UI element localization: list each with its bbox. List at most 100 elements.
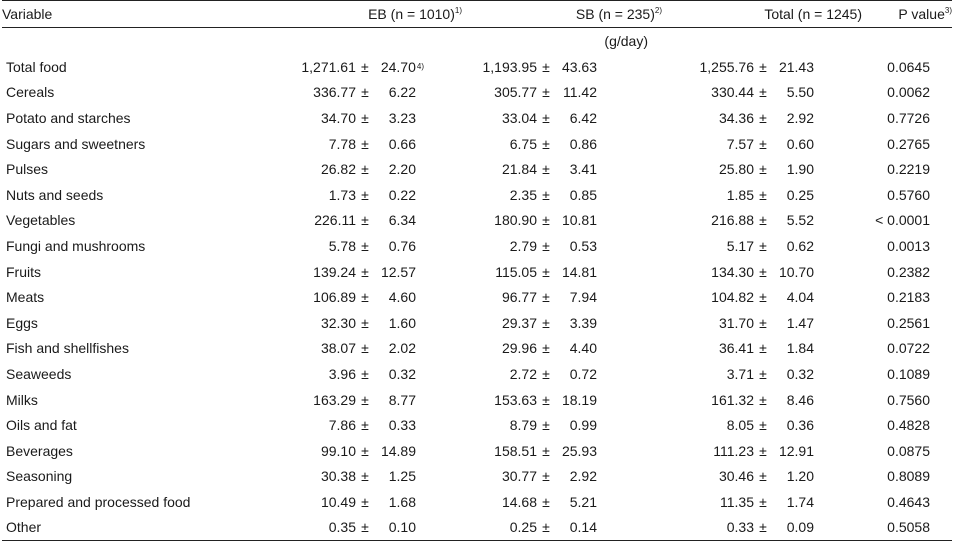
- total-mean: 330.44: [711, 84, 754, 101]
- sb-value-cell: 305.77 ±11.42: [462, 80, 662, 106]
- plus-minus-sign: ±: [759, 237, 767, 254]
- eb-sd: 1.60: [388, 314, 416, 331]
- row-p-value: < 0.0001: [875, 212, 930, 229]
- sb-sd: 0.85: [569, 186, 597, 203]
- plus-minus-sign: ±: [542, 186, 550, 203]
- total-mean: 34.36: [718, 109, 754, 126]
- eb-mean: 10.49: [320, 493, 356, 510]
- plus-minus-sign: ±: [361, 417, 369, 434]
- plus-minus-sign: ±: [759, 340, 767, 357]
- table-row: Fish and shellfishes 38.07 ±2.02 29.96 ±4.40…: [2, 336, 952, 362]
- row-variable-name: Prepared and processed food: [6, 493, 191, 510]
- total-value-cell: 7.57 ±0.60: [662, 131, 862, 157]
- total-sd: 0.60: [786, 135, 814, 152]
- plus-minus-sign: ±: [759, 468, 767, 485]
- total-value-cell: 34.36 ±2.92: [662, 105, 862, 131]
- sb-mean: 2.79: [509, 237, 537, 254]
- table-row: Total food 1,271.61 ±24.70 4) 1,193.95 ±43.63…: [2, 54, 952, 80]
- total-value-cell: 111.23 ±12.91: [662, 438, 862, 464]
- eb-value-cell: 7.86 ±0.33: [262, 412, 462, 438]
- eb-sd: 2.20: [388, 161, 416, 178]
- sb-sd: 6.42: [569, 109, 597, 126]
- row-p-value: 0.8089: [887, 468, 930, 485]
- eb-value-cell: 1,271.61 ±24.70 4): [301, 58, 424, 75]
- plus-minus-sign: ±: [759, 109, 767, 126]
- header-eb-footnote: 1): [454, 6, 462, 15]
- plus-minus-sign: ±: [759, 135, 767, 152]
- total-mean: 25.80: [718, 161, 754, 178]
- eb-sd: 8.77: [388, 391, 416, 408]
- row-variable-name: Seasoning: [6, 468, 73, 485]
- sb-mean: 29.37: [501, 314, 537, 331]
- row-variable-name: Beverages: [6, 442, 73, 459]
- eb-value-cell: 38.07 ±2.02: [262, 336, 462, 362]
- sb-sd: 25.93: [561, 442, 597, 459]
- total-sd: 1.20: [786, 468, 814, 485]
- eb-sd: 3.23: [388, 109, 416, 126]
- sb-mean: 21.84: [501, 161, 537, 178]
- header-variable: Variable: [2, 0, 262, 28]
- header-sb: SB (n = 235)2): [462, 0, 662, 28]
- plus-minus-sign: ±: [759, 186, 767, 203]
- total-sd: 0.09: [786, 519, 814, 536]
- eb-value-cell: 26.82 ±2.20: [262, 156, 462, 182]
- total-sd: 1.84: [786, 340, 814, 357]
- row-p-value: 0.7726: [887, 109, 930, 126]
- header-p-footnote: 3): [944, 6, 952, 15]
- sb-value-cell: 2.35 ±0.85: [462, 182, 662, 208]
- total-value-cell: 1,255.76 ±21.43: [662, 54, 862, 80]
- sb-sd: 0.72: [569, 365, 597, 382]
- total-sd: 4.04: [786, 289, 814, 306]
- table-row: Prepared and processed food 10.49 ±1.68 14.…: [2, 489, 952, 515]
- total-mean: 216.88: [711, 212, 754, 229]
- plus-minus-sign: ±: [361, 109, 369, 126]
- plus-minus-sign: ±: [759, 365, 767, 382]
- sb-mean: 8.79: [509, 417, 537, 434]
- total-mean: 36.41: [718, 340, 754, 357]
- total-value-cell: 5.17 ±0.62: [662, 233, 862, 259]
- eb-value-cell: 10.49 ±1.68: [262, 489, 462, 515]
- eb-value-cell: 34.70 ±3.23: [262, 105, 462, 131]
- row-variable-name: Vegetables: [6, 212, 76, 229]
- sb-value-cell: 30.77 ±2.92: [462, 464, 662, 490]
- eb-mean: 0.35: [328, 519, 356, 536]
- sb-value-cell: 0.25 ±0.14: [462, 514, 662, 542]
- table-row: Potato and starches 34.70 ±3.23 33.04 ±6.42 3…: [2, 105, 952, 131]
- sb-value-cell: 21.84 ±3.41: [462, 156, 662, 182]
- sb-value-cell: 2.79 ±0.53: [462, 233, 662, 259]
- total-mean: 11.35: [720, 493, 754, 510]
- row-p-value: 0.2219: [887, 161, 930, 178]
- plus-minus-sign: ±: [759, 442, 767, 459]
- eb-mean: 106.89: [313, 289, 356, 306]
- eb-value-cell: 106.89 ±4.60: [262, 284, 462, 310]
- table-row: Sugars and sweetners 7.78 ±0.66 6.75 ±0.86 7.…: [2, 131, 952, 157]
- row-variable-name: Pulses: [6, 161, 49, 178]
- total-value-cell: 8.05 ±0.36: [662, 412, 862, 438]
- eb-mean: 26.82: [320, 161, 356, 178]
- eb-sd: 0.10: [388, 519, 416, 536]
- sb-mean: 2.72: [509, 365, 537, 382]
- total-mean: 134.30: [711, 263, 754, 280]
- plus-minus-sign: ±: [361, 161, 369, 178]
- total-sd: 1.47: [786, 314, 814, 331]
- sb-sd: 0.86: [569, 135, 597, 152]
- sb-mean: 96.77: [501, 289, 537, 306]
- eb-sd: 6.34: [388, 212, 416, 229]
- eb-value-cell: 0.35 ±0.10: [262, 514, 462, 542]
- total-value-cell: 330.44 ±5.50: [662, 80, 862, 106]
- sb-value-cell: 96.77 ±7.94: [462, 284, 662, 310]
- sb-mean: 29.96: [501, 340, 537, 357]
- row-p-value: 0.4643: [887, 493, 930, 510]
- sb-mean: 6.75: [509, 135, 537, 152]
- total-mean: 8.05: [726, 417, 754, 434]
- row-variable-name: Fungi and mushrooms: [6, 237, 146, 254]
- row-variable-name: Meats: [6, 289, 45, 306]
- plus-minus-sign: ±: [759, 391, 767, 408]
- plus-minus-sign: ±: [759, 289, 767, 306]
- row-variable-name: Fruits: [6, 263, 41, 280]
- total-sd: 1.74: [786, 493, 814, 510]
- eb-value-cell: 30.38 ±1.25: [262, 464, 462, 490]
- eb-sd: 0.33: [388, 417, 416, 434]
- row-p-value: 0.0875: [887, 442, 930, 459]
- total-sd: 2.92: [786, 109, 814, 126]
